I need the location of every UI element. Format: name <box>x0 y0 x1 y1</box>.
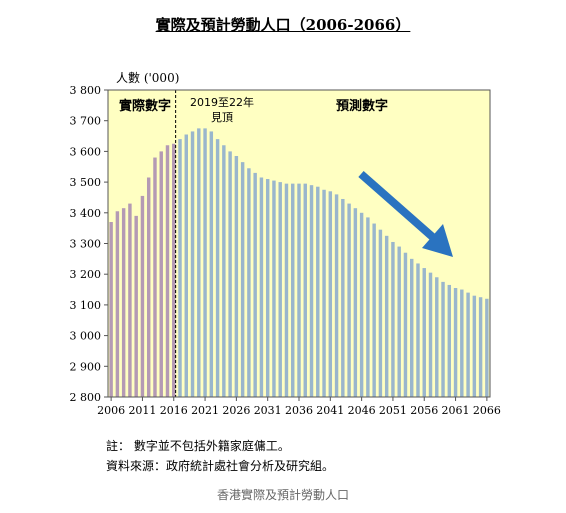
chart-notes: 註： 數字並不包括外籍家庭傭工。 資料來源：政府統計處社會分析及研究組。 <box>106 436 334 476</box>
bar-projected-2031 <box>265 179 270 397</box>
bar-projected-2066 <box>485 298 489 397</box>
bar-projected-2041 <box>328 191 333 397</box>
bar-projected-2062 <box>460 289 464 397</box>
bar-actual-2009 <box>128 203 132 397</box>
bar-projected-2020 <box>197 128 201 398</box>
actual-region-label: 實際數字 <box>119 98 171 114</box>
x-tick-label-2006: 2006 <box>97 404 125 417</box>
y-tick-label-3600: 3 600 <box>70 145 102 158</box>
y-tick-label-3000: 3 000 <box>70 330 102 343</box>
bar-projected-2038 <box>309 185 314 397</box>
bar-projected-2025 <box>228 151 232 397</box>
y-tick-label-3200: 3 200 <box>70 268 102 281</box>
downward-trend-arrow-shaft <box>358 170 439 244</box>
peak-annotation-line1: 2019至22年 <box>190 95 254 109</box>
y-tick-label-3100: 3 100 <box>70 299 102 312</box>
bar-projected-2037 <box>303 183 307 397</box>
bar-actual-2012 <box>146 177 151 397</box>
bar-projected-2030 <box>259 177 264 397</box>
x-tick-label-2041: 2041 <box>316 404 344 417</box>
bar-actual-2015 <box>165 145 170 397</box>
bar-projected-2034 <box>284 183 289 397</box>
y-tick-label-3400: 3 400 <box>70 207 102 220</box>
bar-projected-2053 <box>403 252 408 397</box>
bar-projected-2040 <box>322 189 326 397</box>
y-tick-label-3300: 3 300 <box>70 238 102 251</box>
y-axis-label: 人數 ('000) <box>116 71 179 85</box>
projected-region-label: 預測數字 <box>336 98 388 114</box>
y-tick-label-3800: 3 800 <box>70 84 102 97</box>
bar-projected-2036 <box>297 183 301 397</box>
bar-projected-2023 <box>215 139 220 397</box>
chart-title: 實際及預計勞動人口（2006-2066） <box>155 16 411 34</box>
y-tick-label-2800: 2 800 <box>70 391 102 404</box>
bar-projected-2055 <box>416 263 420 397</box>
y-tick-label-3500: 3 500 <box>70 176 102 189</box>
bar-projected-2017 <box>178 139 182 397</box>
bar-actual-2016 <box>172 143 176 397</box>
bar-projected-2024 <box>222 145 226 397</box>
bar-projected-2059 <box>441 281 445 398</box>
bar-actual-2013 <box>153 157 157 397</box>
x-tick-label-2066: 2066 <box>473 404 501 417</box>
bar-projected-2022 <box>209 131 214 397</box>
bar-projected-2044 <box>347 203 351 397</box>
x-tick-label-2011: 2011 <box>128 404 156 417</box>
bar-projected-2050 <box>384 235 389 397</box>
y-tick-label-2900: 2 900 <box>70 360 102 373</box>
bar-projected-2018 <box>184 134 188 397</box>
bar-actual-2010 <box>134 215 138 397</box>
bar-projected-2046 <box>359 212 364 397</box>
bar-projected-2056 <box>422 268 426 397</box>
x-tick-label-2056: 2056 <box>410 404 438 417</box>
bar-projected-2029 <box>253 172 257 397</box>
bar-projected-2052 <box>397 246 401 397</box>
bar-projected-2061 <box>453 288 458 397</box>
x-tick-label-2036: 2036 <box>285 404 313 417</box>
bar-actual-2008 <box>121 208 126 397</box>
bar-projected-2058 <box>435 277 439 397</box>
bar-projected-2026 <box>234 156 239 397</box>
x-tick-label-2031: 2031 <box>254 404 282 417</box>
x-tick-label-2061: 2061 <box>442 404 470 417</box>
image-caption: 香港實際及預計勞動人口 <box>216 488 349 502</box>
bar-actual-2011 <box>140 195 145 397</box>
bar-projected-2047 <box>366 217 370 397</box>
bar-projected-2057 <box>428 272 433 397</box>
bar-projected-2021 <box>203 128 207 398</box>
bar-projected-2042 <box>334 194 339 397</box>
x-tick-label-2021: 2021 <box>191 404 219 417</box>
bar-actual-2006 <box>109 222 113 397</box>
y-tick-label-3700: 3 700 <box>70 115 102 128</box>
x-tick-label-2026: 2026 <box>222 404 250 417</box>
bar-projected-2028 <box>247 168 251 397</box>
bar-projected-2048 <box>372 223 376 397</box>
bar-projected-2051 <box>391 241 395 397</box>
bar-projected-2045 <box>353 208 358 397</box>
downward-trend-arrow-head <box>422 224 453 257</box>
bar-projected-2063 <box>466 292 470 397</box>
bar-projected-2019 <box>190 131 195 397</box>
bar-projected-2027 <box>240 162 245 397</box>
x-tick-label-2046: 2046 <box>348 404 376 417</box>
bar-actual-2007 <box>115 211 120 397</box>
x-tick-label-2051: 2051 <box>379 404 407 417</box>
bar-projected-2039 <box>316 186 320 397</box>
note-text: 註： 數字並不包括外籍家庭傭工。 <box>106 439 290 453</box>
x-tick-label-2016: 2016 <box>160 404 188 417</box>
bar-projected-2060 <box>447 284 452 397</box>
peak-annotation-line2: 見頂 <box>211 111 233 124</box>
bar-projected-2054 <box>410 258 414 397</box>
source-text: 資料來源：政府統計處社會分析及研究組。 <box>106 459 335 473</box>
bar-projected-2032 <box>272 180 276 397</box>
bar-projected-2035 <box>291 183 295 397</box>
bar-projected-2064 <box>472 295 477 397</box>
bar-projected-2065 <box>478 297 483 397</box>
bar-projected-2033 <box>278 182 282 397</box>
bar-projected-2049 <box>378 229 383 397</box>
bar-actual-2014 <box>159 151 163 397</box>
bar-projected-2043 <box>341 198 345 397</box>
